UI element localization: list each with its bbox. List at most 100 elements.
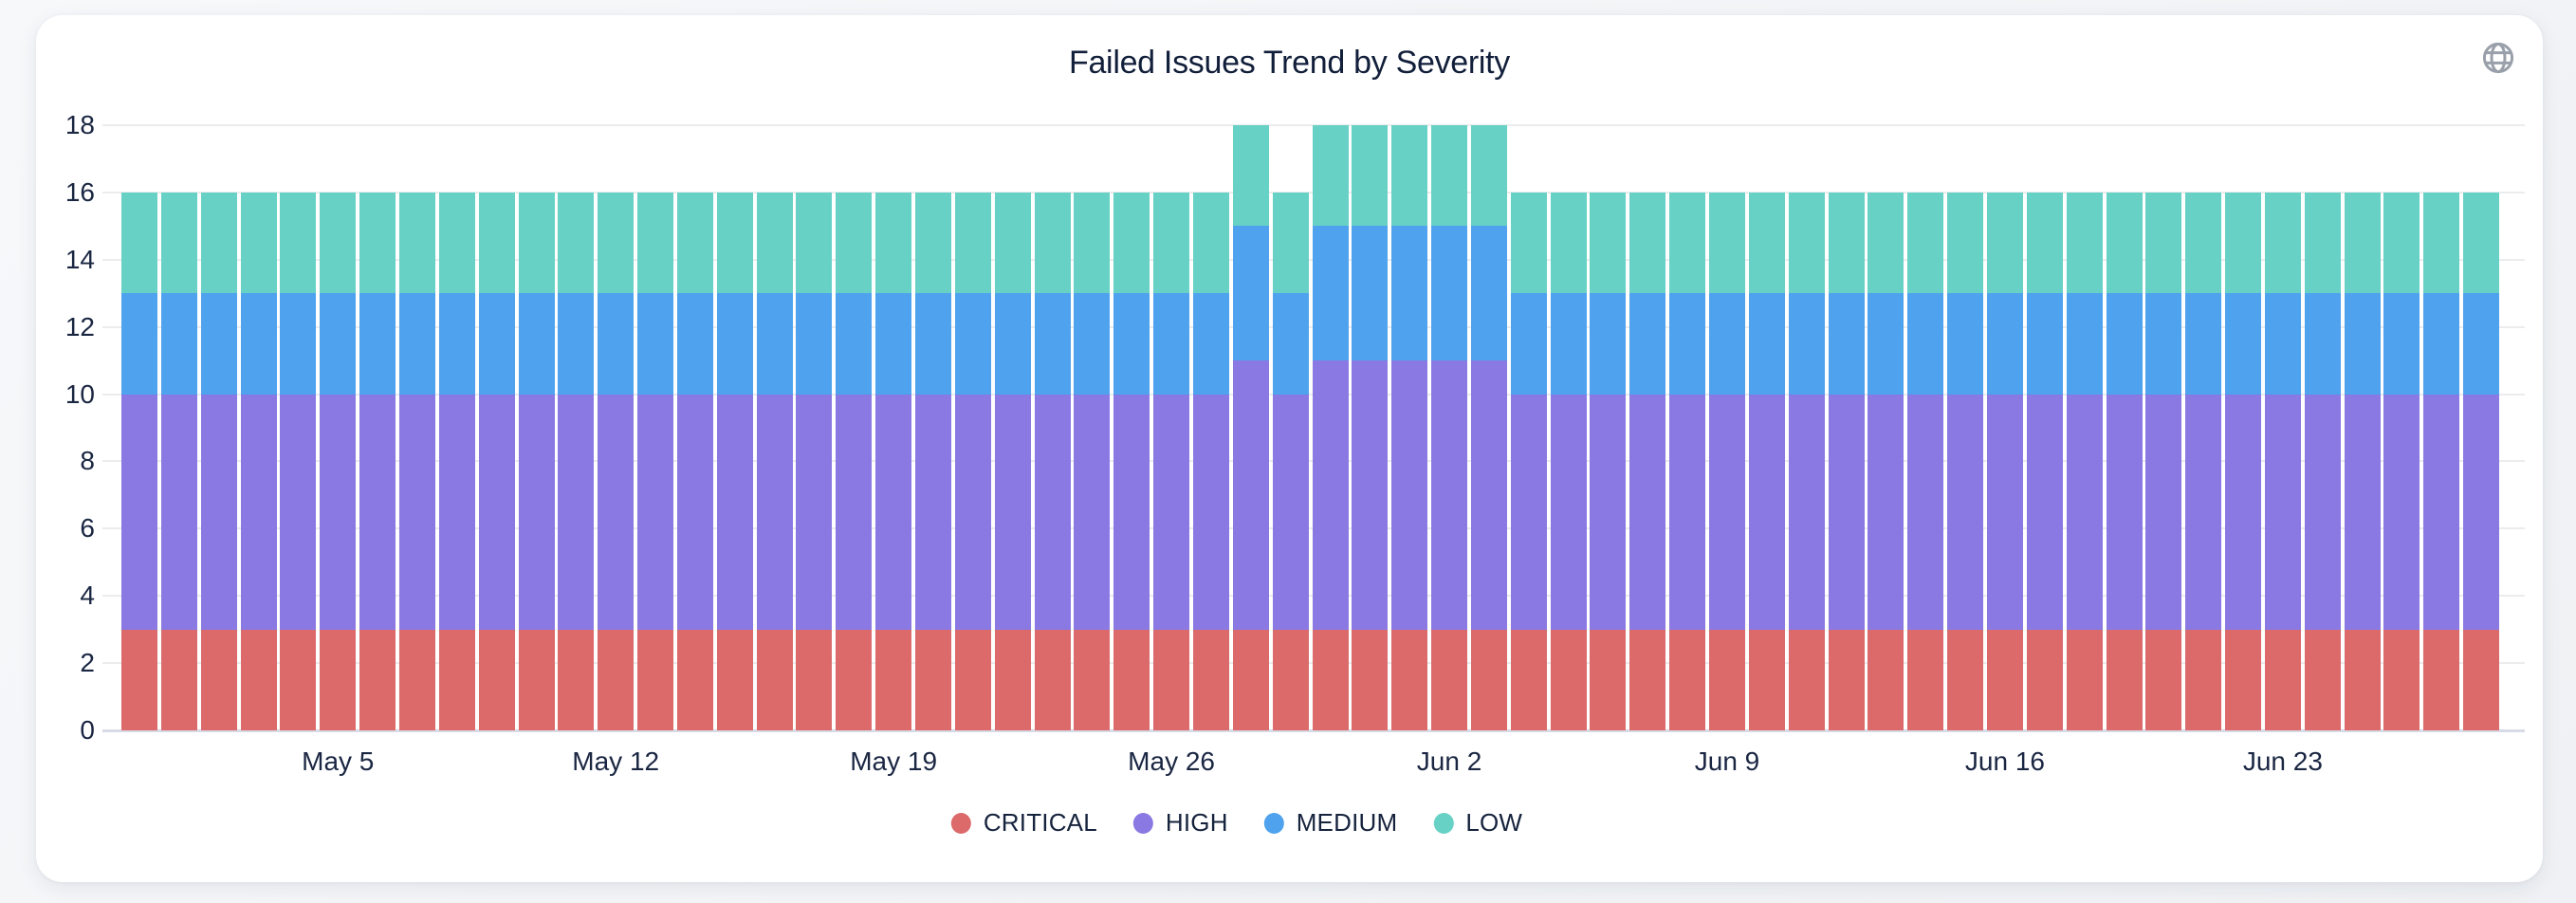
- bar-segment[interactable]: [1232, 629, 1269, 730]
- bar-segment[interactable]: [1550, 293, 1587, 395]
- bar-segment[interactable]: [2304, 629, 2341, 730]
- bar-segment[interactable]: [1192, 293, 1229, 395]
- bar-segment[interactable]: [1153, 629, 1190, 730]
- bar-segment[interactable]: [915, 394, 951, 630]
- bar-segment[interactable]: [518, 394, 555, 630]
- bar-segment[interactable]: [280, 192, 317, 294]
- bar-segment[interactable]: [200, 192, 237, 294]
- bar-segment[interactable]: [1153, 394, 1190, 630]
- bar-segment[interactable]: [598, 192, 635, 294]
- bar-segment[interactable]: [200, 394, 237, 630]
- bar-segment[interactable]: [478, 394, 515, 630]
- bar-segment[interactable]: [1788, 629, 1825, 730]
- bar-segment[interactable]: [1669, 394, 1706, 630]
- bar-segment[interactable]: [1590, 293, 1627, 395]
- bar-segment[interactable]: [1272, 394, 1309, 630]
- bar-segment[interactable]: [1629, 192, 1666, 294]
- bar-segment[interactable]: [2344, 192, 2381, 294]
- bar-segment[interactable]: [1868, 293, 1904, 395]
- bar-segment[interactable]: [320, 192, 357, 294]
- bar-segment[interactable]: [359, 394, 396, 630]
- bar-segment[interactable]: [1232, 125, 1269, 227]
- bar-segment[interactable]: [2185, 629, 2222, 730]
- bar-segment[interactable]: [2145, 293, 2182, 395]
- bar-segment[interactable]: [1748, 192, 1785, 294]
- bar-segment[interactable]: [2423, 394, 2460, 630]
- bar-segment[interactable]: [994, 192, 1031, 294]
- bar-segment[interactable]: [2066, 192, 2103, 294]
- bar-segment[interactable]: [1153, 293, 1190, 395]
- bar-segment[interactable]: [1312, 629, 1349, 730]
- bar-segment[interactable]: [598, 293, 635, 395]
- bar-segment[interactable]: [1907, 629, 1944, 730]
- bar-segment[interactable]: [200, 293, 237, 395]
- bar-segment[interactable]: [1629, 629, 1666, 730]
- bar-segment[interactable]: [359, 293, 396, 395]
- bar-segment[interactable]: [954, 394, 991, 630]
- bar-segment[interactable]: [1113, 629, 1150, 730]
- bar-segment[interactable]: [240, 394, 277, 630]
- bar-segment[interactable]: [2423, 293, 2460, 395]
- bar-segment[interactable]: [2026, 394, 2063, 630]
- bar-segment[interactable]: [320, 394, 357, 630]
- bar-segment[interactable]: [637, 293, 674, 395]
- bar-segment[interactable]: [121, 192, 157, 294]
- bar-segment[interactable]: [478, 192, 515, 294]
- bar-segment[interactable]: [1986, 629, 2023, 730]
- bar-segment[interactable]: [2423, 192, 2460, 294]
- bar-segment[interactable]: [756, 394, 793, 630]
- bar-segment[interactable]: [121, 629, 157, 730]
- bar-segment[interactable]: [2344, 394, 2381, 630]
- bar-segment[interactable]: [1510, 629, 1547, 730]
- bar-segment[interactable]: [1510, 293, 1547, 395]
- bar-segment[interactable]: [2264, 192, 2301, 294]
- bar-segment[interactable]: [518, 293, 555, 395]
- legend-item-high[interactable]: HIGH: [1132, 808, 1228, 838]
- bar-segment[interactable]: [1074, 293, 1111, 395]
- bar-segment[interactable]: [1153, 192, 1190, 294]
- bar-segment[interactable]: [280, 293, 317, 395]
- bar-segment[interactable]: [1391, 360, 1428, 630]
- bar-segment[interactable]: [2066, 293, 2103, 395]
- bar-segment[interactable]: [1352, 629, 1389, 730]
- bar-segment[interactable]: [676, 394, 713, 630]
- bar-segment[interactable]: [1669, 192, 1706, 294]
- bar-segment[interactable]: [438, 192, 475, 294]
- bar-segment[interactable]: [1788, 293, 1825, 395]
- bar-segment[interactable]: [1192, 629, 1229, 730]
- bar-segment[interactable]: [2463, 192, 2500, 294]
- bar-segment[interactable]: [637, 629, 674, 730]
- bar-segment[interactable]: [1748, 293, 1785, 395]
- bar-segment[interactable]: [756, 192, 793, 294]
- bar-segment[interactable]: [1034, 192, 1071, 294]
- bar-segment[interactable]: [796, 394, 833, 630]
- bar-segment[interactable]: [796, 629, 833, 730]
- bar-segment[interactable]: [2145, 394, 2182, 630]
- bar-segment[interactable]: [1470, 226, 1507, 361]
- bar-segment[interactable]: [558, 629, 595, 730]
- bar-segment[interactable]: [1034, 629, 1071, 730]
- bar-segment[interactable]: [1074, 192, 1111, 294]
- bar-segment[interactable]: [1828, 394, 1865, 630]
- bar-segment[interactable]: [1312, 226, 1349, 361]
- bar-segment[interactable]: [994, 629, 1031, 730]
- bar-segment[interactable]: [1828, 192, 1865, 294]
- bar-segment[interactable]: [796, 293, 833, 395]
- bar-segment[interactable]: [518, 192, 555, 294]
- bar-segment[interactable]: [875, 293, 912, 395]
- bar-segment[interactable]: [1510, 394, 1547, 630]
- bar-segment[interactable]: [398, 192, 435, 294]
- bar-segment[interactable]: [637, 394, 674, 630]
- bar-segment[interactable]: [1232, 226, 1269, 361]
- bar-segment[interactable]: [2383, 293, 2420, 395]
- bar-segment[interactable]: [558, 293, 595, 395]
- bar-segment[interactable]: [1272, 293, 1309, 395]
- bar-segment[interactable]: [954, 629, 991, 730]
- bar-segment[interactable]: [2185, 293, 2222, 395]
- bar-segment[interactable]: [1352, 360, 1389, 630]
- bar-segment[interactable]: [2304, 192, 2341, 294]
- bar-segment[interactable]: [518, 629, 555, 730]
- bar-segment[interactable]: [320, 293, 357, 395]
- bar-segment[interactable]: [2145, 192, 2182, 294]
- bar-segment[interactable]: [1669, 293, 1706, 395]
